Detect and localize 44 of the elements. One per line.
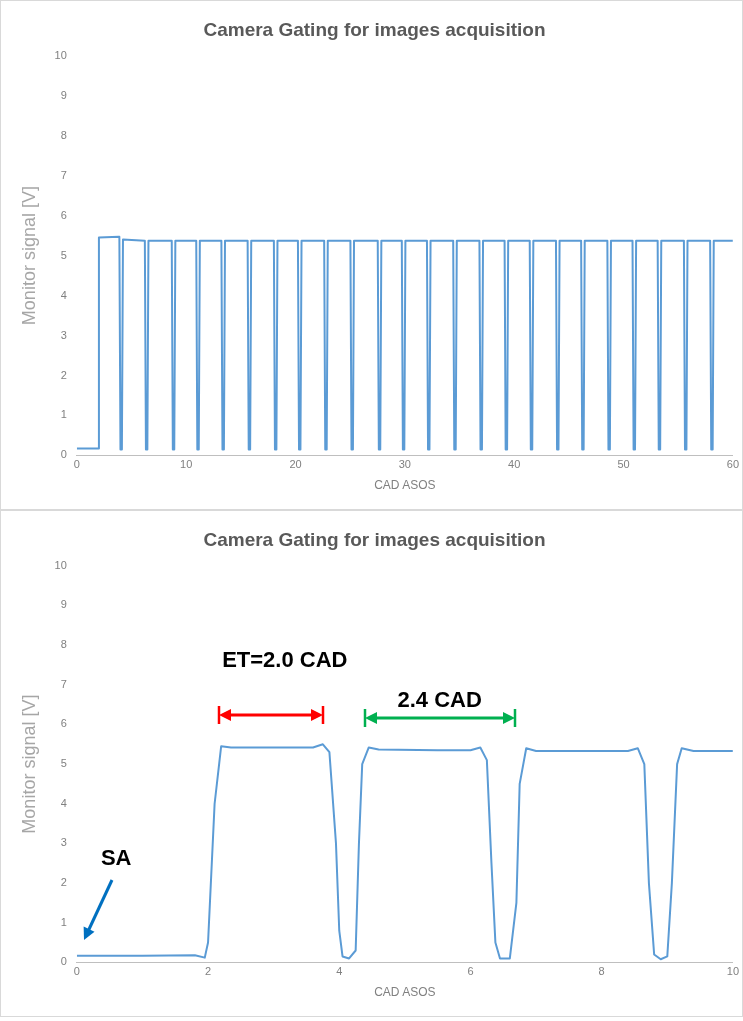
x-tick-label: 10 (180, 458, 193, 471)
x-tick-label: 30 (398, 458, 411, 471)
annotation: ET=2.0 CAD (222, 647, 348, 673)
x-tick-label: 10 (726, 965, 740, 978)
y-tick-label: 2 (60, 368, 67, 381)
annotation: 2.4 CAD (397, 686, 482, 712)
y-tick-label: 5 (60, 248, 67, 261)
y-tick-label: 7 (60, 677, 67, 690)
x-tick-label: 4 (336, 965, 343, 978)
y-tick-label: 1 (60, 408, 67, 421)
y-tick-label: 8 (60, 128, 67, 141)
y-tick-label: 6 (60, 208, 67, 221)
annotation: SA (100, 845, 132, 871)
y-axis-title: Monitor signal [V] (18, 694, 39, 834)
x-axis-title: CAD ASOS (374, 478, 436, 493)
y-tick-label: 1 (60, 915, 67, 928)
y-tick-label: 2 (60, 876, 67, 889)
x-tick-label: 40 (508, 458, 521, 471)
x-tick-label: 8 (598, 965, 605, 978)
y-tick-label: 9 (60, 88, 67, 101)
y-tick-label: 10 (54, 558, 67, 571)
chart-title: Camera Gating for images acquisition (203, 528, 546, 550)
y-tick-label: 7 (60, 168, 67, 181)
x-tick-label: 20 (289, 458, 302, 471)
y-tick-label: 9 (60, 598, 67, 611)
x-tick-label: 6 (467, 965, 474, 978)
y-tick-label: 0 (60, 955, 67, 968)
x-tick-label: 50 (617, 458, 630, 471)
y-tick-label: 6 (60, 717, 67, 730)
x-tick-label: 60 (726, 458, 740, 471)
y-tick-label: 4 (60, 288, 67, 301)
x-tick-label: 0 (73, 458, 80, 471)
y-tick-label: 10 (54, 48, 67, 61)
y-tick-label: 3 (60, 328, 67, 341)
x-axis-title: CAD ASOS (374, 985, 436, 1000)
y-tick-label: 8 (60, 638, 67, 651)
y-tick-label: 5 (60, 757, 67, 770)
y-tick-label: 0 (60, 448, 67, 461)
y-tick-label: 3 (60, 836, 67, 849)
y-axis-title: Monitor signal [V] (18, 186, 39, 326)
x-tick-label: 2 (204, 965, 212, 978)
chart-title: Camera Gating for images acquisition (203, 18, 546, 40)
x-tick-label: 0 (73, 965, 80, 978)
y-tick-label: 4 (60, 796, 67, 809)
